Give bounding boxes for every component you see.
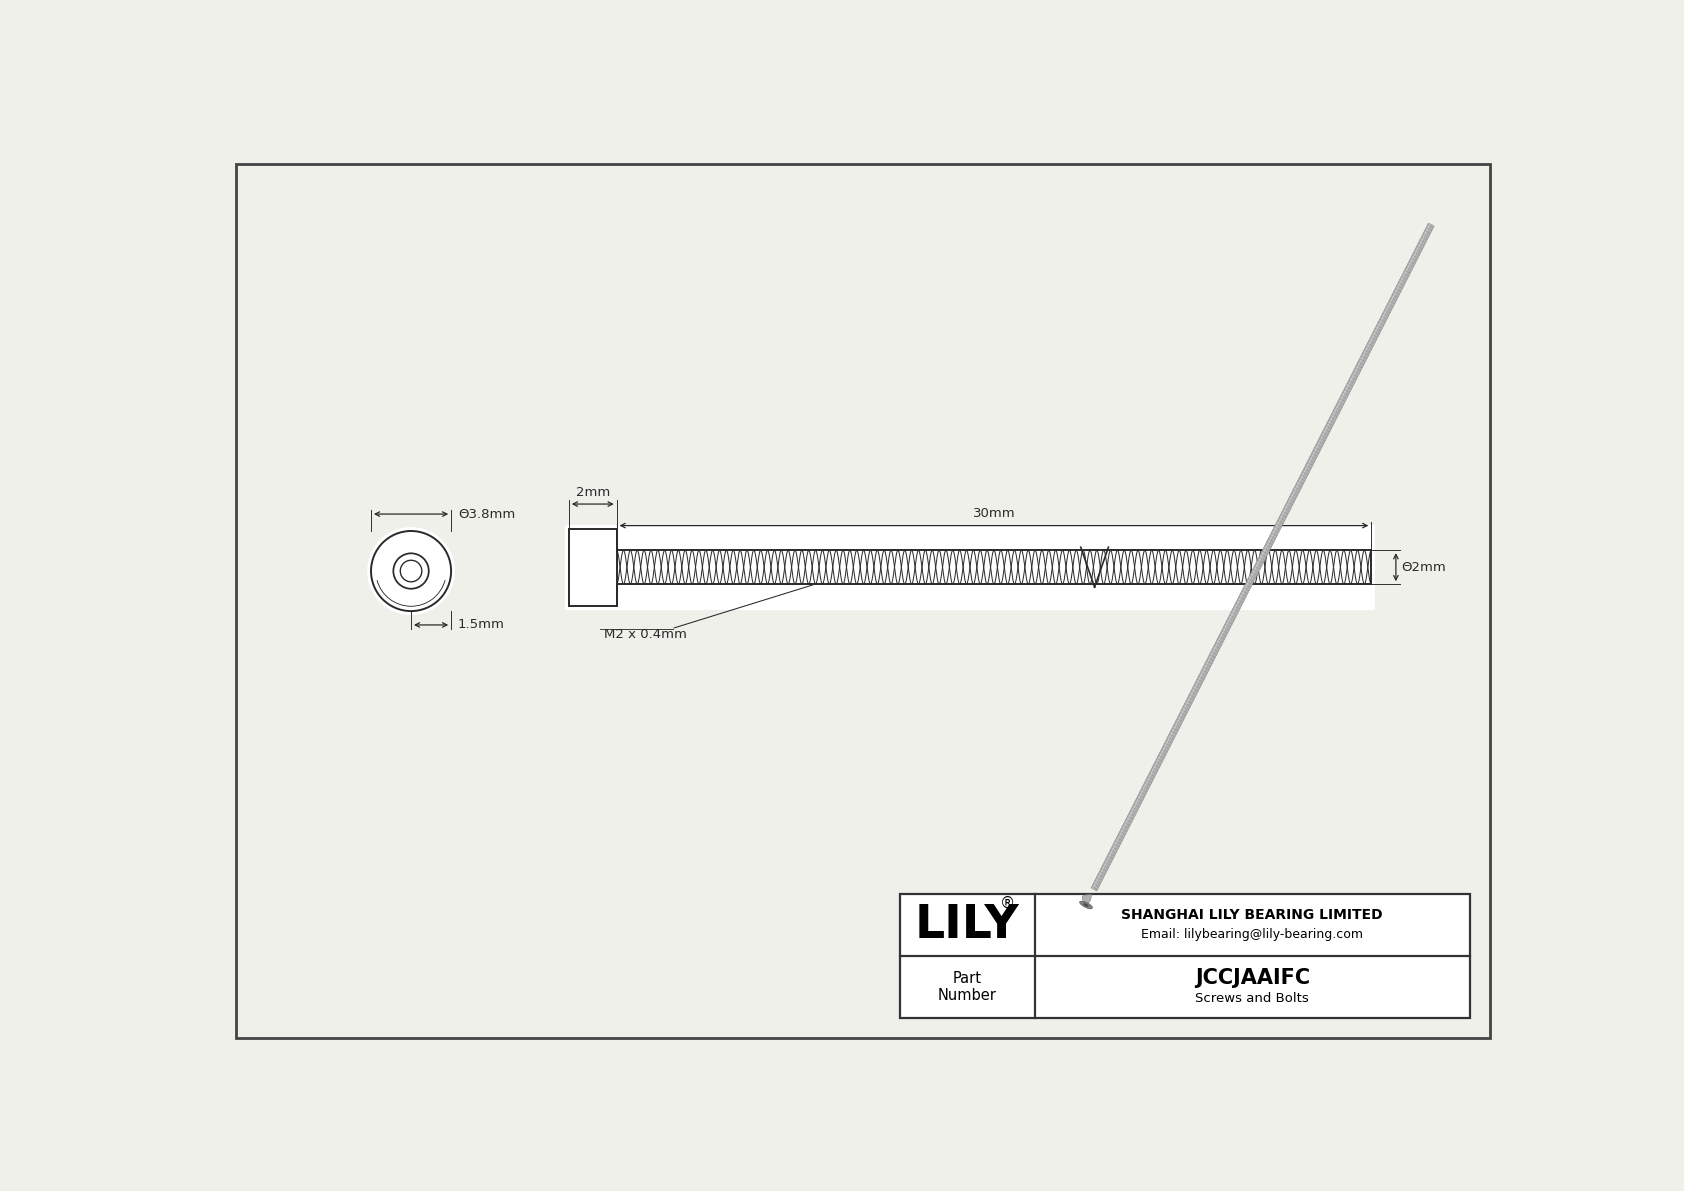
Text: 1.5mm: 1.5mm [458, 618, 505, 631]
Polygon shape [1083, 894, 1091, 905]
Polygon shape [1091, 223, 1435, 891]
Text: M2 x 0.4mm: M2 x 0.4mm [603, 629, 687, 642]
Text: 30mm: 30mm [973, 507, 1015, 520]
Text: Email: lilybearing@lily-bearing.com: Email: lilybearing@lily-bearing.com [1142, 928, 1364, 941]
Polygon shape [1079, 902, 1093, 909]
Bar [899, 894, 1470, 1017]
Text: Θ2mm: Θ2mm [1401, 561, 1447, 574]
Text: SHANGHAI LILY BEARING LIMITED: SHANGHAI LILY BEARING LIMITED [1122, 909, 1383, 922]
Circle shape [367, 528, 455, 615]
Text: LILY: LILY [914, 903, 1021, 948]
Text: Θ3.8mm: Θ3.8mm [458, 507, 515, 520]
Text: Screws and Bolts: Screws and Bolts [1196, 992, 1308, 1005]
Text: Part
Number: Part Number [938, 971, 997, 1003]
Text: JCCJAAIFC: JCCJAAIFC [1194, 967, 1310, 987]
Text: 2mm: 2mm [576, 486, 610, 499]
Polygon shape [1084, 904, 1088, 906]
Text: ®: ® [1000, 896, 1015, 911]
Bar [569, 529, 616, 606]
Bar [566, 525, 1376, 610]
